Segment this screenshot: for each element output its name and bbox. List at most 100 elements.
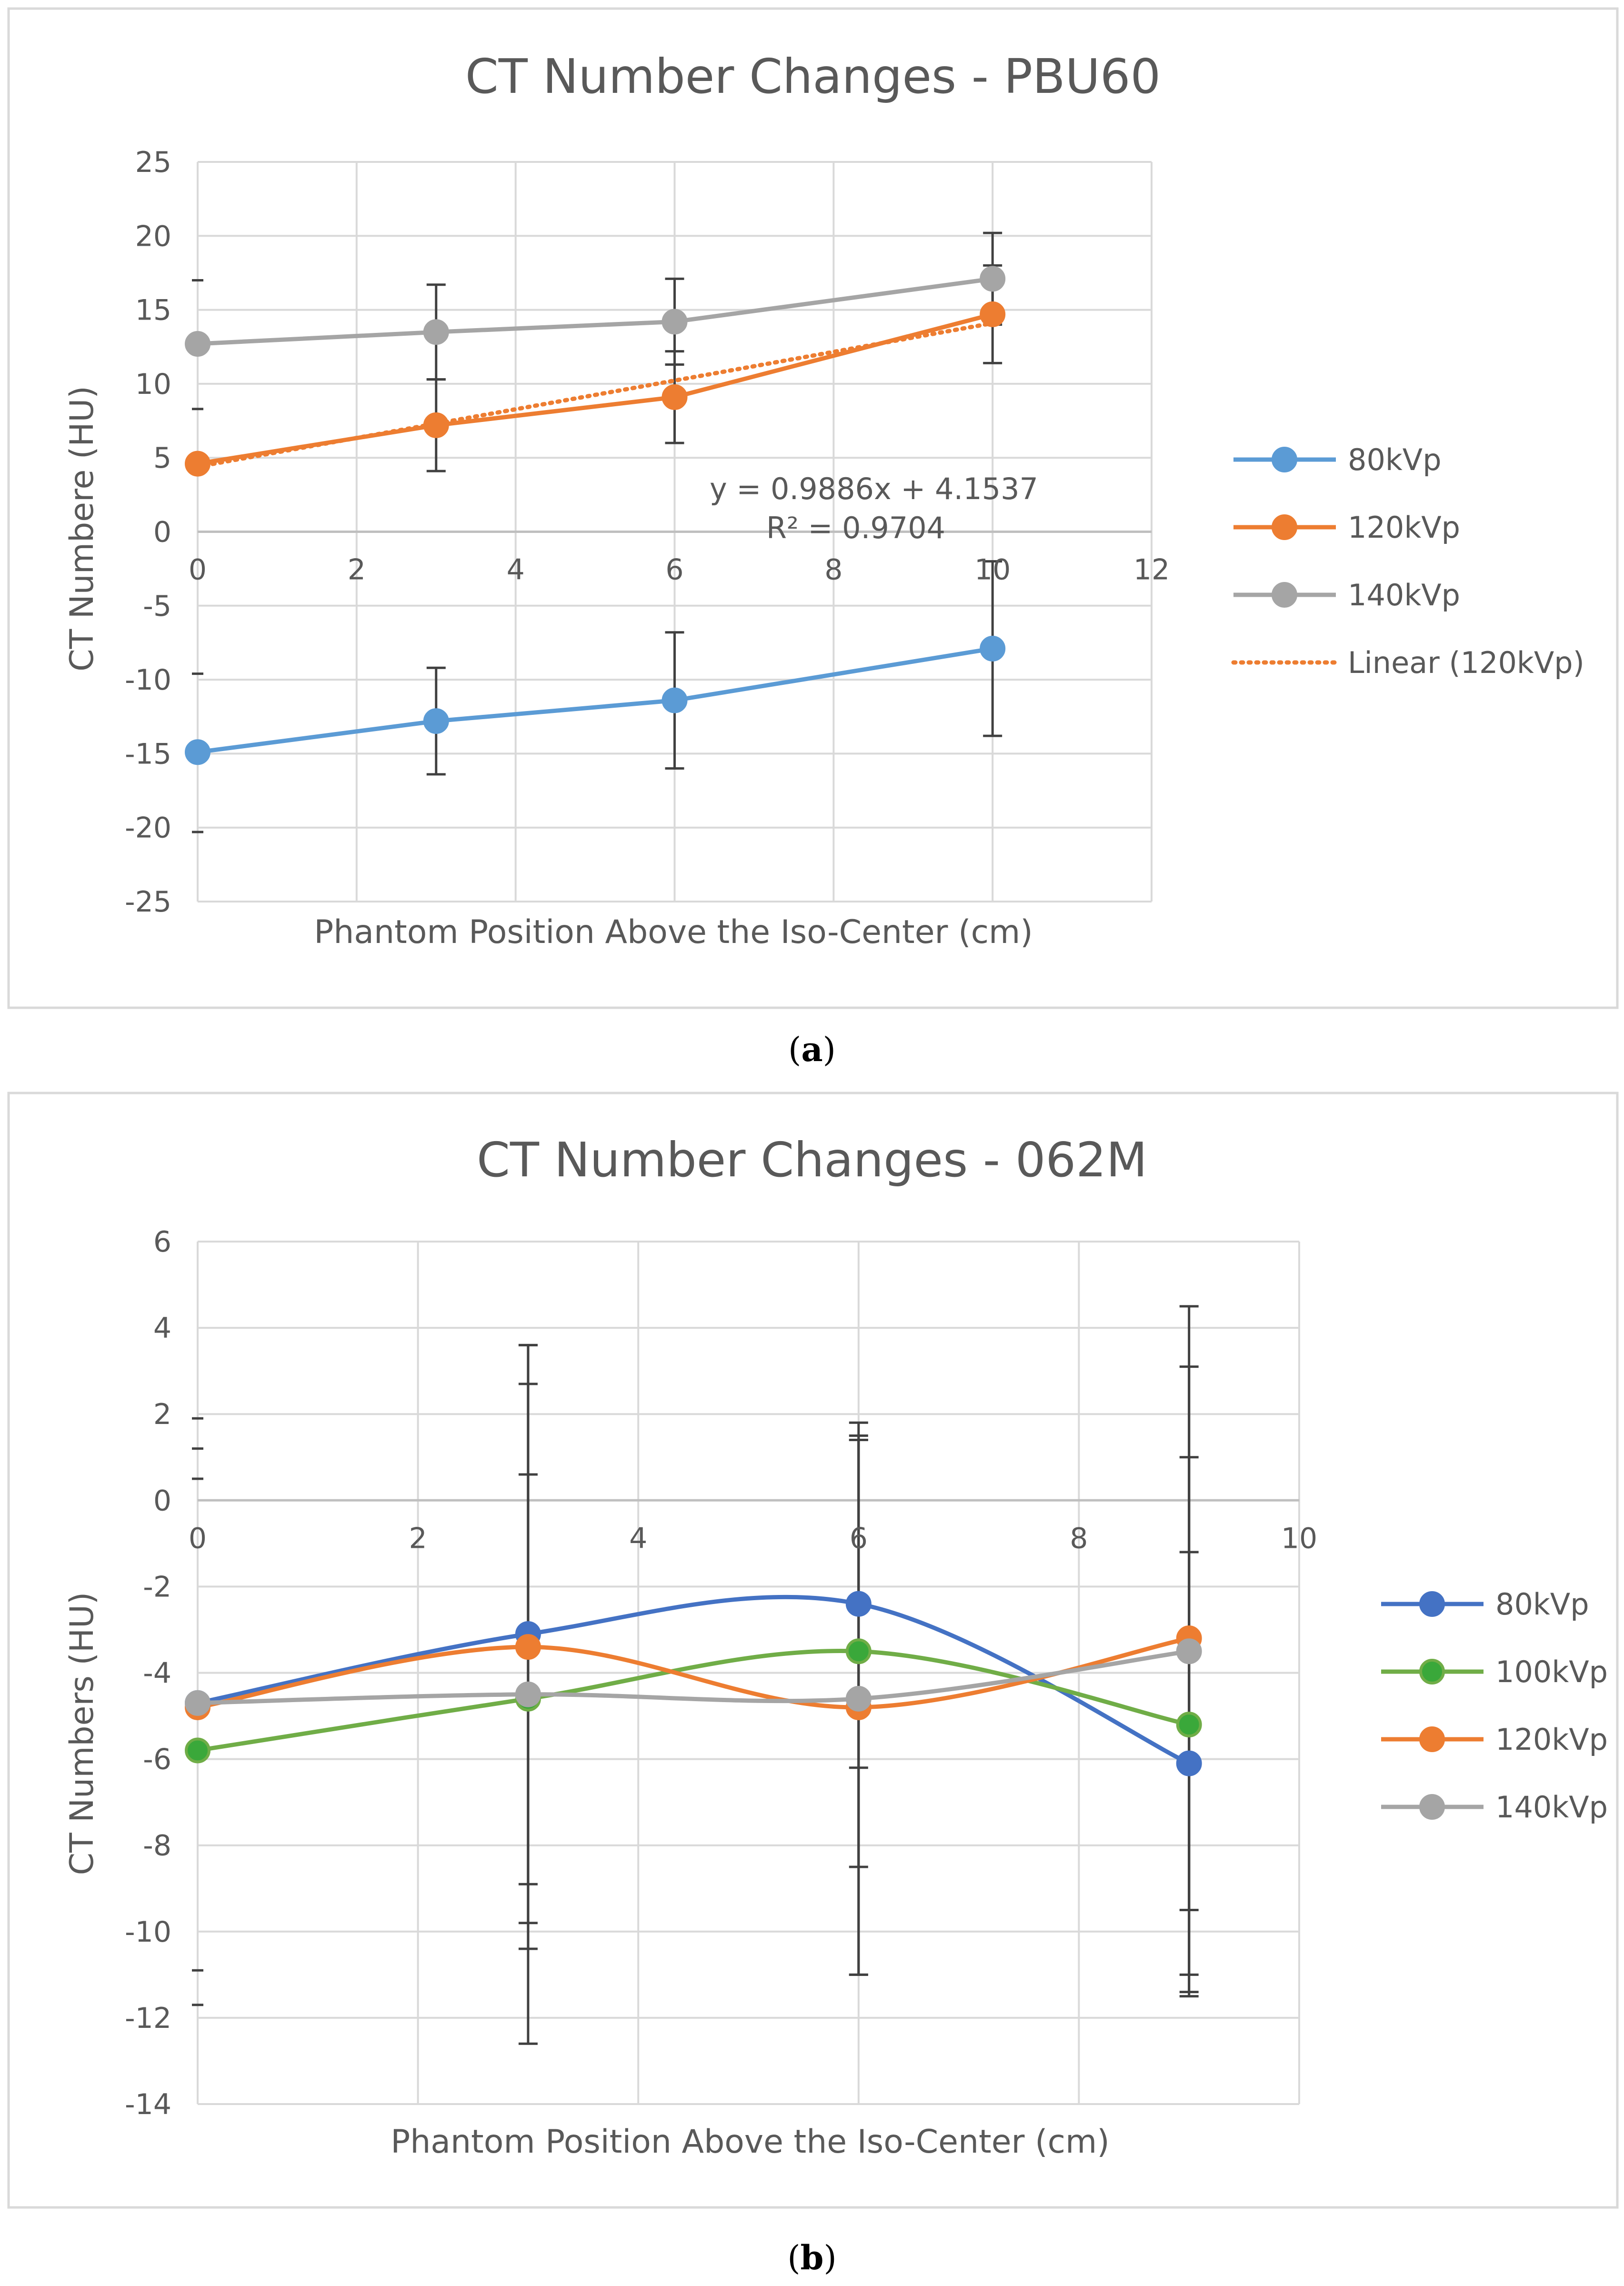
legend-item: 140kVp [1233,578,1460,612]
y-tick-label: 6 [153,1225,171,1259]
markers-b [185,1591,1202,1776]
x-tick-label: 2 [409,1522,427,1555]
y-tick-label: -5 [143,590,171,623]
legend-label: 100kVp [1495,1654,1608,1689]
y-axis-title-a: CT Numbere (HU) [63,386,101,672]
data-point [845,1685,872,1712]
data-point [185,451,211,477]
x-tick-label: 12 [1133,553,1170,587]
y-tick-label: -15 [125,737,171,771]
data-point [980,301,1006,327]
data-point [845,1591,872,1617]
data-point [1176,1638,1202,1664]
y-tick-label: -14 [125,2088,171,2121]
x-axis-title-b: Phantom Position Above the Iso-Center (c… [391,2123,1110,2161]
caption-b: (b) [787,2238,837,2277]
legend-swatch-marker [1272,582,1297,608]
x-tick-label: 4 [629,1522,647,1555]
series-line [195,312,995,466]
data-point [185,739,211,765]
y-axis-title-b: CT Numbers (HU) [63,1592,101,1875]
y-tick-label: -10 [125,663,171,697]
caption-a-letter: a [801,1030,822,1069]
legend-item: 100kVp [1381,1654,1608,1689]
data-point [515,1634,541,1660]
legend-swatch-marker [1272,447,1297,472]
legend-item: 120kVp [1233,510,1460,545]
y-tick-label: 20 [135,220,171,253]
x-tick-label: 10 [974,553,1011,587]
x-tick-label: 8 [1070,1522,1088,1555]
chart-panel-b: 6 4 2 0 -2 -4 -6 -8 -10 -12 -14 0 2 4 6 8 10 80kVp 100kVp… [7,1092,1619,2209]
caption-a: (a) [788,1030,836,1069]
data-point [185,1737,211,1764]
legend-item: 80kVp [1381,1587,1589,1622]
data-point [980,266,1006,292]
y-tick-label: -4 [143,1657,171,1690]
data-point [662,309,688,335]
data-point [662,384,688,410]
chart-title-b: CT Number Changes - 062M [477,1132,1147,1188]
x-axis-title-a: Phantom Position Above the Iso-Center (c… [314,913,1033,951]
y-tick-label: 4 [153,1312,171,1345]
y-tick-label: 2 [153,1398,171,1431]
caption-b-letter: b [801,2238,824,2277]
x-tick-label: 6 [850,1522,868,1555]
y-tick-label: -8 [143,1829,171,1863]
x-tick-label: 8 [824,553,842,587]
x-tick-label: 6 [665,553,683,587]
series-line [195,646,995,754]
y-tick-label: -20 [125,812,171,845]
series-lines-b [195,1594,1192,1766]
series-line [195,1649,1192,1753]
markers-a [185,266,1006,765]
chart-panel-a: 25 20 15 10 5 0 -5 -10 -15 -20 -25 0 2 4 6 8 10 12 80kVp 1… [7,7,1619,1009]
legend-item: 120kVp [1381,1722,1608,1757]
legend-label: Linear (120kVp) [1348,645,1584,680]
chart-frame-a [7,7,1619,1009]
legend-b: 80kVp 100kVp 120kVp 140kVp [1381,1587,1608,1825]
tick-labels-a: 25 20 15 10 5 0 -5 -10 -15 -20 -25 0 2 4 6 8 10 12 [125,146,1170,919]
legend-swatch-marker [1419,1591,1445,1617]
trendline-r-squared: R² = 0.9704 [766,511,945,545]
legend-item: 140kVp [1381,1790,1608,1825]
y-tick-label: 5 [153,441,171,475]
legend-swatch-marker [1419,1794,1445,1820]
trendline-equation: y = 0.9886x + 4.1537 [710,471,1038,506]
legend-swatch-marker [1419,1659,1445,1684]
legend-label: 140kVp [1495,1790,1608,1825]
y-tick-label: -6 [143,1743,171,1776]
x-tick-label: 2 [348,553,366,587]
data-point [1176,1712,1202,1738]
data-point [1176,1750,1202,1776]
data-point [423,412,449,438]
y-tick-label: 15 [135,294,171,327]
x-tick-label: 4 [507,553,525,587]
y-tick-label: 0 [153,1484,171,1517]
chart-title-a: CT Number Changes - PBU60 [465,49,1161,104]
legend-label: 120kVp [1495,1722,1608,1757]
data-point [662,687,688,713]
y-tick-label: 0 [153,516,171,549]
series-lines-a [195,276,995,754]
y-tick-label: 10 [135,368,171,401]
x-tick-label: 0 [189,1522,207,1555]
data-point [515,1681,541,1707]
y-tick-label: 25 [135,146,171,179]
y-tick-label: -2 [143,1570,171,1604]
data-point [423,708,449,734]
gridlines-b [197,1241,1300,2105]
x-tick-label: 10 [1281,1522,1317,1555]
legend-swatch-marker [1272,514,1297,540]
data-point [185,331,211,357]
y-tick-label: -12 [125,2002,171,2035]
y-tick-label: -10 [125,1915,171,1949]
legend-swatch-marker [1419,1726,1445,1752]
series-line [195,276,995,346]
legend-item: 80kVp [1233,442,1442,477]
legend-label: 120kVp [1348,510,1460,545]
y-tick-label: -25 [125,885,171,919]
tick-labels-b: 6 4 2 0 -2 -4 -6 -8 -10 -12 -14 0 2 4 6 8 10 [125,1225,1317,2121]
legend-item: Linear (120kVp) [1231,645,1584,680]
legend-label: 80kVp [1348,442,1442,477]
